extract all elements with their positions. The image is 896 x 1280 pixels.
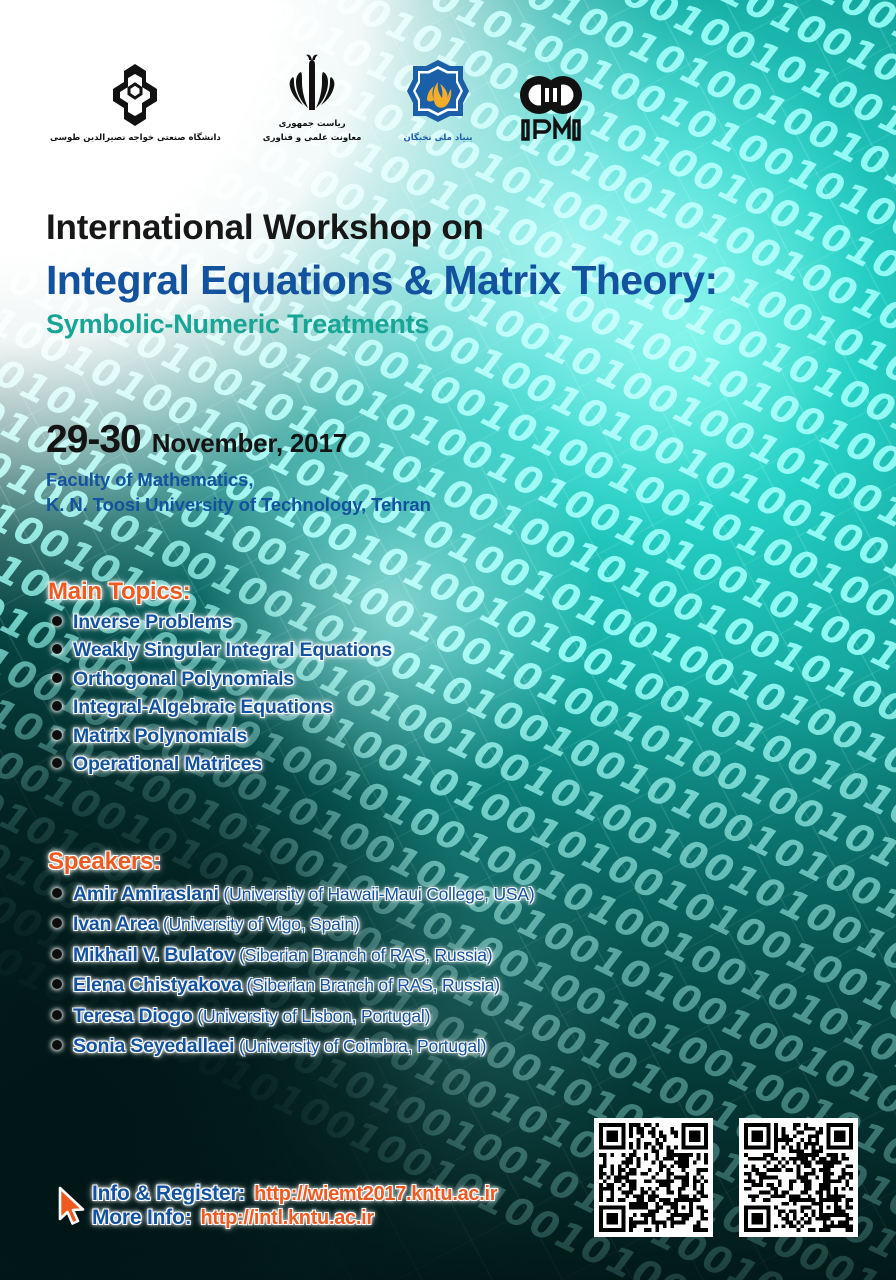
main-topics-heading: Main Topics:	[48, 578, 191, 605]
register-url[interactable]: http://wiemt2017.kntu.ac.ir	[254, 1183, 498, 1205]
topic-label: Orthogonal Polynomials	[73, 667, 294, 690]
speaker-item: Elena Chistyakova (Siberian Branch of RA…	[52, 974, 535, 997]
speaker-item: Amir Amiraslani (University of Hawaii-Ma…	[52, 883, 535, 906]
topic-item: Inverse Problems	[52, 611, 392, 634]
topic-label: Operational Matrices	[73, 752, 262, 775]
ipm-emblem-icon	[519, 76, 582, 141]
topic-label: Matrix Polynomials	[73, 724, 248, 747]
qr-code-register[interactable]	[594, 1118, 713, 1237]
inef-logo-caption: بنیاد ملی نخبگان	[403, 132, 473, 143]
topic-item: Operational Matrices	[52, 753, 392, 776]
speaker-item: Teresa Diogo (University of Lisbon, Port…	[52, 1005, 535, 1028]
topic-item: Weakly Singular Integral Equations	[52, 639, 392, 662]
bullet-dot-icon	[52, 616, 62, 626]
kntu-logo-caption: دانشگاه صنعتی خواجه نصیرالدین طوسی	[50, 132, 221, 143]
headline-block: International Workshop on Integral Equat…	[46, 208, 718, 339]
ipm-logo	[515, 71, 587, 143]
speakers-list: Amir Amiraslani (University of Hawaii-Ma…	[52, 883, 535, 1058]
mouse-cursor-icon	[58, 1186, 85, 1225]
qr-code-more-info[interactable]	[739, 1118, 858, 1237]
inef-emblem-icon	[407, 59, 469, 122]
footer-links: Info & Register: http://wiemt2017.kntu.a…	[56, 1182, 498, 1231]
speakers-heading: Speakers:	[48, 848, 161, 875]
date-venue-block: 29-30 November, 2017 Faculty of Mathemat…	[46, 418, 431, 517]
topic-item: Matrix Polynomials	[52, 725, 392, 748]
topic-label: Inverse Problems	[73, 611, 233, 633]
bullet-dot-icon	[52, 1009, 62, 1020]
speaker-affiliation: (Siberian Branch of RAS, Russia)	[241, 975, 500, 996]
main-topics-section: Main Topics: Inverse Problems Weakly Sing…	[48, 578, 392, 776]
speaker-affiliation: (Siberian Branch of RAS, Russia)	[234, 944, 493, 965]
speaker-entry: Teresa Diogo (University of Lisbon, Port…	[73, 1005, 430, 1028]
speaker-name: Teresa Diogo	[73, 1004, 193, 1027]
iran-emblem-icon	[289, 54, 335, 110]
bullet-dot-icon	[52, 729, 62, 740]
register-row: Info & Register: http://wiemt2017.kntu.a…	[92, 1182, 498, 1206]
sponsor-logo-row: دانشگاه صنعتی خواجه نصیرالدین طوسی ریاس	[50, 46, 587, 143]
speaker-name: Elena Chistyakova	[73, 974, 242, 997]
more-info-url[interactable]: http://intl.kntu.ac.ir	[200, 1207, 374, 1230]
bullet-dot-icon	[52, 672, 62, 683]
topic-item: Integral-Algebraic Equations	[52, 696, 392, 719]
vpst-logo: ریاست جمهوری معاونت علمی و فناوری	[262, 46, 362, 143]
speaker-entry: Ivan Area (University of Vigo, Spain)	[73, 913, 360, 936]
topic-label: Weakly Singular Integral Equations	[73, 639, 392, 662]
main-topics-list: Inverse Problems Weakly Singular Integral…	[52, 611, 392, 776]
speaker-name: Ivan Area	[73, 913, 159, 936]
qr-code-register-image	[599, 1123, 708, 1232]
topic-item: Orthogonal Polynomials	[52, 668, 392, 691]
speaker-affiliation: (University of Lisbon, Portugal)	[192, 1005, 431, 1026]
bullet-dot-icon	[52, 979, 62, 990]
topic-label: Integral-Algebraic Equations	[73, 696, 333, 719]
more-info-row: More Info: http://intl.kntu.ac.ir	[92, 1206, 497, 1230]
bullet-dot-icon	[52, 644, 62, 655]
event-date-days: 29-30	[46, 418, 142, 461]
qr-code-row	[594, 1118, 858, 1237]
bullet-dot-icon	[52, 757, 62, 768]
event-date-month-year: November, 2017	[151, 428, 347, 458]
more-info-label: More Info:	[92, 1206, 192, 1230]
headline-subtitle: Symbolic-Numeric Treatments	[46, 308, 430, 339]
speaker-entry: Elena Chistyakova (Siberian Branch of RA…	[73, 974, 500, 997]
headline-title: Integral Equations & Matrix Theory:	[46, 256, 718, 303]
speaker-affiliation: (University of Hawaii-Maui College, USA)	[218, 884, 535, 904]
bullet-dot-icon	[52, 918, 62, 929]
speaker-item: Sonia Seyedallaei (University of Coimbra…	[52, 1035, 535, 1058]
kntu-logo: دانشگاه صنعتی خواجه نصیرالدین طوسی	[50, 60, 221, 144]
speakers-section: Speakers: Amir Amiraslani (University of…	[48, 848, 535, 1058]
bullet-dot-icon	[52, 888, 62, 898]
bullet-dot-icon	[52, 948, 62, 959]
bullet-dot-icon	[52, 701, 62, 712]
speaker-entry: Amir Amiraslani (University of Hawaii-Ma…	[73, 883, 535, 906]
vpst-logo-caption-line1: ریاست جمهوری	[278, 119, 346, 129]
vpst-logo-caption-line2: معاونت علمی و فناوری	[262, 132, 362, 143]
speaker-name: Mikhail V. Bulatov	[73, 943, 235, 966]
speaker-entry: Mikhail V. Bulatov (Siberian Branch of R…	[73, 943, 493, 967]
speaker-item: Ivan Area (University of Vigo, Spain)	[52, 913, 535, 936]
venue-line-1: Faculty of Mathematics,	[46, 469, 254, 490]
headline-kicker: International Workshop on	[46, 208, 484, 247]
venue-line-2: K. N. Toosi University of Technology, Te…	[46, 493, 431, 515]
bullet-dot-icon	[52, 1039, 62, 1050]
inef-logo: بنیاد ملی نخبگان	[403, 58, 473, 144]
speaker-affiliation: (University of Vigo, Spain)	[158, 914, 360, 935]
speaker-entry: Sonia Seyedallaei (University of Coimbra…	[73, 1035, 486, 1058]
speaker-name: Amir Amiraslani	[73, 883, 219, 905]
speaker-affiliation: (University of Coimbra, Portugal)	[234, 1035, 487, 1056]
event-date: 29-30 November, 2017	[46, 418, 431, 462]
speaker-item: Mikhail V. Bulatov (Siberian Branch of R…	[52, 944, 535, 967]
speaker-name: Sonia Seyedallaei	[73, 1034, 235, 1057]
register-label: Info & Register:	[92, 1182, 246, 1205]
kntu-star-icon	[113, 63, 158, 126]
qr-code-more-info-image	[744, 1123, 853, 1232]
